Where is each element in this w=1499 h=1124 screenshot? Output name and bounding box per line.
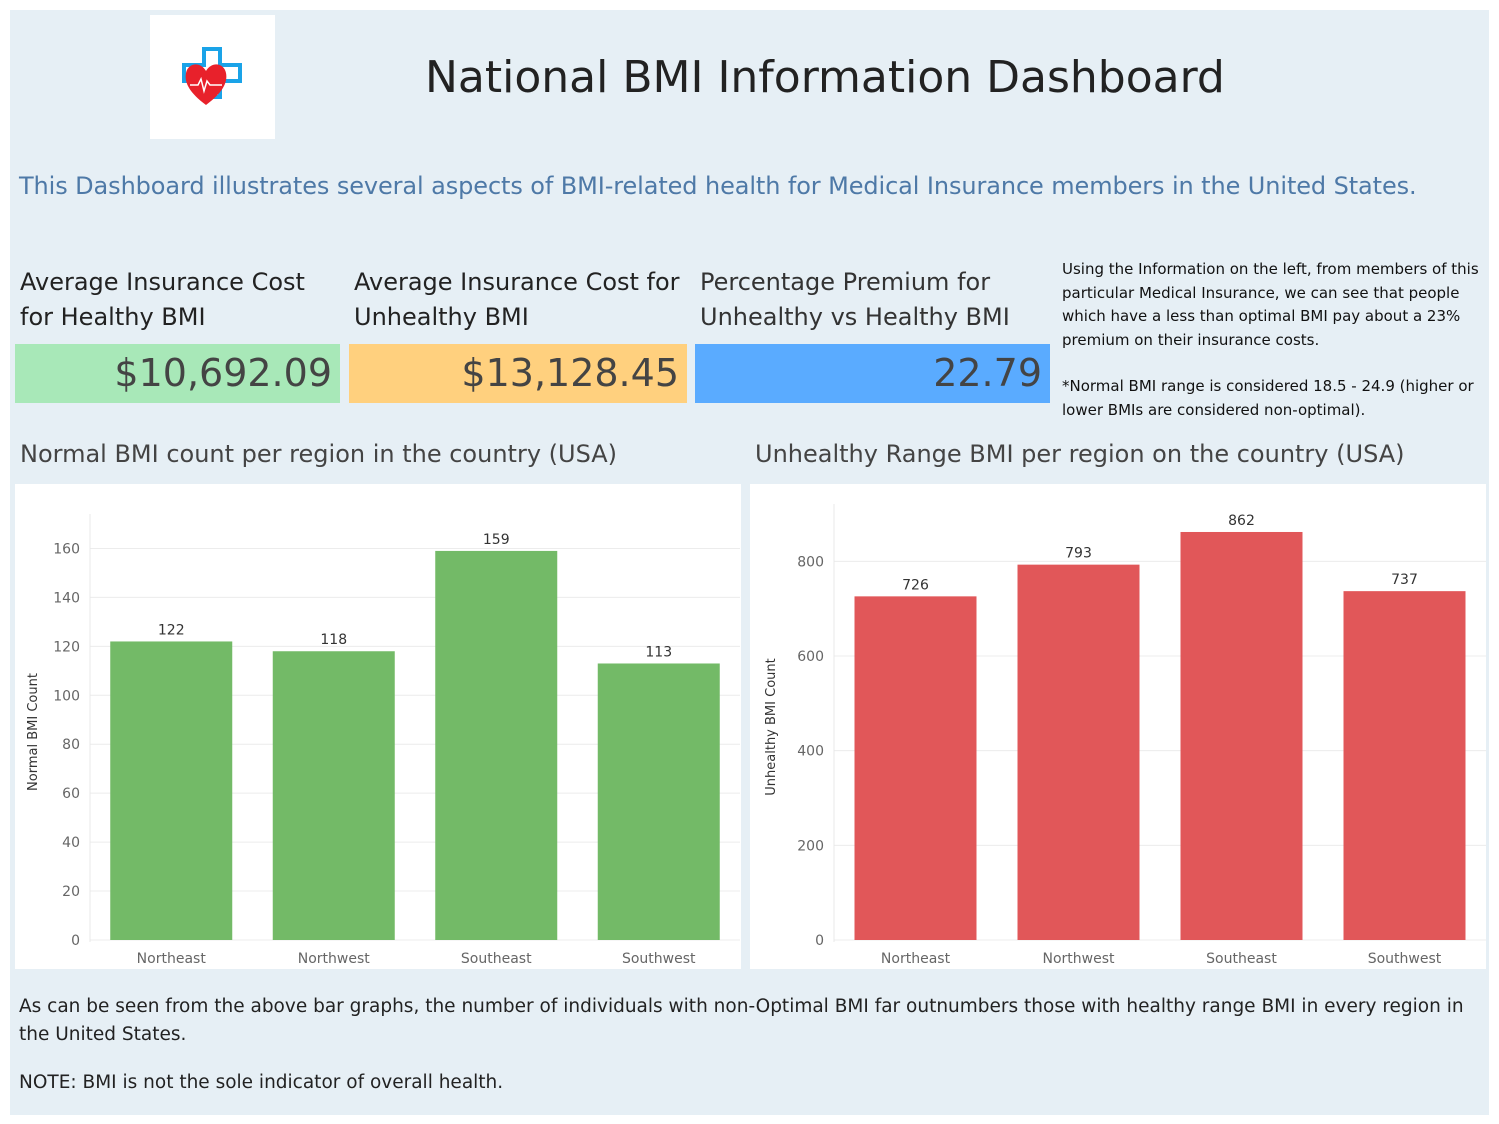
kpi-label-line: Average Insurance Cost — [20, 268, 305, 296]
data-label: 726 — [902, 577, 929, 593]
page-title: National BMI Information Dashboard — [425, 52, 1225, 103]
kpi-unhealthy-cost-value: $13,128.45 — [349, 344, 687, 403]
bar — [1180, 531, 1303, 940]
normal-bmi-chart: 0 20 40 60 80 100 120 140 160 Normal BMI Count 122… — [15, 484, 741, 969]
logo — [150, 15, 275, 139]
kpi-healthy-cost-label: Average Insurance Cost for Healthy BMI — [20, 265, 305, 335]
page-subtitle: This Dashboard illustrates several aspec… — [19, 172, 1417, 200]
bar — [1017, 564, 1140, 940]
y-tick-label: 400 — [797, 744, 824, 760]
bar — [1343, 591, 1466, 940]
normal-bmi-chart-title: Normal BMI count per region in the count… — [20, 440, 618, 468]
unhealthy-bmi-chart-title: Unhealthy Range BMI per region on the co… — [755, 440, 1405, 468]
y-axis-title: Unhealthy BMI Count — [764, 658, 779, 795]
x-tick-label: Southeast — [461, 951, 532, 967]
kpi-premium-value: 22.79 — [695, 344, 1050, 403]
bar — [272, 651, 395, 940]
medical-heart-cross-icon — [182, 47, 242, 105]
y-tick-label: 0 — [71, 933, 80, 949]
kpi-label-line: Unhealthy vs Healthy BMI — [700, 303, 1010, 331]
y-tick-label: 20 — [62, 884, 80, 900]
y-tick-label: 140 — [53, 590, 80, 606]
x-tick-label: Northwest — [1042, 951, 1115, 967]
y-axis-title: Normal BMI Count — [26, 673, 41, 791]
bar — [435, 550, 558, 940]
x-tick-label: Northwest — [298, 951, 371, 967]
insight-paragraph: Using the Information on the left, from … — [1062, 260, 1479, 349]
y-tick-label: 80 — [62, 737, 80, 753]
kpi-unhealthy-cost-label: Average Insurance Cost for Unhealthy BMI — [354, 265, 680, 335]
kpi-label-line: Average Insurance Cost for — [354, 268, 680, 296]
x-tick-label: Northeast — [881, 951, 951, 967]
y-tick-label: 60 — [62, 786, 80, 802]
bar — [854, 596, 977, 940]
insight-note: Using the Information on the left, from … — [1062, 258, 1487, 422]
kpi-healthy-cost-value: $10,692.09 — [15, 344, 340, 403]
unhealthy-bmi-chart-svg: 0 200 400 600 800 Unhealthy BMI Count 726 North… — [764, 504, 1486, 967]
kpi-label-line: Unhealthy BMI — [354, 303, 529, 331]
x-tick-label: Southeast — [1206, 951, 1277, 967]
data-label: 862 — [1228, 513, 1255, 529]
data-label: 122 — [158, 622, 185, 638]
y-tick-label: 120 — [53, 639, 80, 655]
data-label: 737 — [1391, 572, 1418, 588]
summary-text: As can be seen from the above bar graphs… — [19, 996, 1464, 1045]
x-tick-label: Northeast — [137, 951, 207, 967]
disclaimer-note: NOTE: BMI is not the sole indicator of o… — [19, 1072, 504, 1093]
y-tick-label: 100 — [53, 688, 80, 704]
kpi-label-line: Percentage Premium for — [700, 268, 991, 296]
bmi-range-footnote: *Normal BMI range is considered 18.5 - 2… — [1062, 377, 1474, 419]
data-label: 113 — [645, 644, 672, 660]
data-label: 793 — [1065, 546, 1092, 562]
normal-bmi-chart-svg: 0 20 40 60 80 100 120 140 160 Normal BMI Count 122… — [26, 514, 740, 967]
bar — [597, 663, 720, 940]
bar — [110, 641, 233, 940]
x-tick-label: Southwest — [1368, 951, 1442, 967]
y-tick-label: 200 — [797, 838, 824, 854]
kpi-premium-label: Percentage Premium for Unhealthy vs Heal… — [700, 265, 1010, 335]
y-tick-label: 600 — [797, 649, 824, 665]
unhealthy-bmi-chart: 0 200 400 600 800 Unhealthy BMI Count 726 North… — [750, 484, 1486, 969]
y-tick-label: 160 — [53, 541, 80, 557]
data-label: 118 — [320, 632, 347, 648]
y-tick-label: 800 — [797, 554, 824, 570]
y-tick-label: 40 — [62, 835, 80, 851]
y-tick-label: 0 — [815, 933, 824, 949]
data-label: 159 — [483, 532, 510, 548]
kpi-label-line: for Healthy BMI — [20, 303, 206, 331]
x-tick-label: Southwest — [622, 951, 696, 967]
